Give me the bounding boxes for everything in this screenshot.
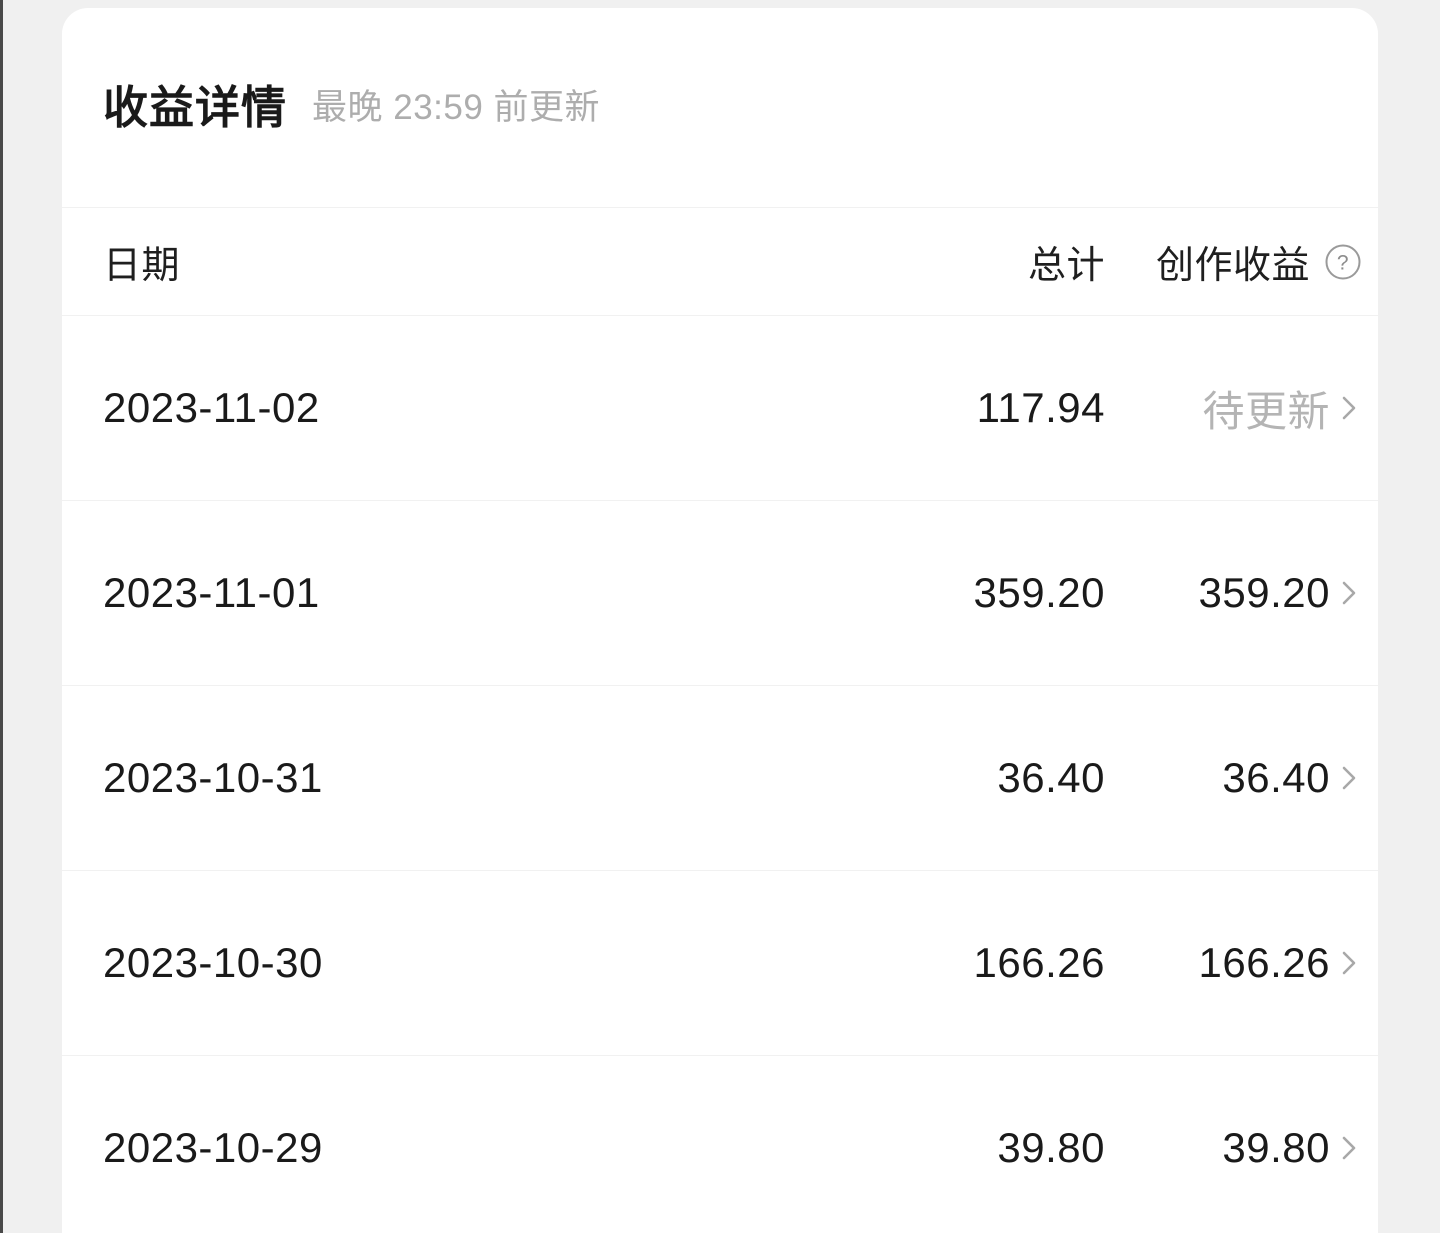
cell-creation-value: 39.80 [1222,1124,1330,1171]
chevron-right-icon[interactable] [1336,758,1362,798]
cell-creation-value: 359.20 [1198,569,1330,616]
column-header-total: 总计 [1027,245,1105,287]
update-time-note: 最晚 23:59 前更新 [312,88,601,127]
chevron-right-icon[interactable] [1336,388,1362,428]
chevron-right-icon[interactable] [1336,1128,1362,1168]
table-row[interactable]: 2023-11-02 117.94 待更新 [62,316,1378,500]
column-header-creation: 创作收益 ? [1105,234,1362,289]
cell-creation: 39.80 [1105,1124,1362,1172]
cell-date: 2023-10-30 [103,939,323,986]
row-divider [62,685,1378,686]
cell-total: 117.94 [976,384,1105,431]
card-header: 收益详情 最晚 23:59 前更新 [62,8,1378,207]
cell-creation: 待更新 [1105,378,1362,439]
cell-total: 166.26 [973,939,1105,986]
table-row[interactable]: 2023-10-31 36.40 36.40 [62,686,1378,870]
cell-date: 2023-11-02 [103,384,320,431]
question-mark-circle-icon[interactable]: ? [1324,243,1362,281]
column-header-creation-label: 创作收益 [1155,245,1310,287]
cell-total: 39.80 [997,1124,1105,1171]
earnings-detail-card: 收益详情 最晚 23:59 前更新 日期 总计 创作收益 ? 2023-11-0… [62,8,1378,1233]
cell-creation-value: 36.40 [1222,754,1330,801]
cell-total: 36.40 [997,754,1105,801]
chevron-right-icon[interactable] [1336,573,1362,613]
row-divider [62,315,1378,316]
header-divider [62,207,1378,208]
cell-creation-value: 166.26 [1198,939,1330,986]
column-header-date: 日期 [103,245,181,287]
cell-creation-value: 待更新 [1202,387,1330,435]
page-title: 收益详情 [103,82,288,133]
cell-date: 2023-11-01 [103,569,320,616]
cell-date: 2023-10-29 [103,1124,323,1171]
row-divider [62,870,1378,871]
screen-left-edge [0,0,3,1233]
chevron-right-icon[interactable] [1336,943,1362,983]
row-divider [62,500,1378,501]
table-header-row: 日期 总计 创作收益 ? [62,208,1378,315]
table-row[interactable]: 2023-10-29 39.80 39.80 [62,1056,1378,1233]
cell-date: 2023-10-31 [103,754,323,801]
table-row[interactable]: 2023-10-30 166.26 166.26 [62,871,1378,1055]
earnings-table: 日期 总计 创作收益 ? 2023-11-02 117.94 待更新 [62,208,1378,1233]
svg-text:?: ? [1337,251,1349,274]
cell-creation: 36.40 [1105,754,1362,802]
table-row[interactable]: 2023-11-01 359.20 359.20 [62,501,1378,685]
row-divider [62,1055,1378,1056]
cell-creation: 359.20 [1105,569,1362,617]
cell-total: 359.20 [973,569,1105,616]
cell-creation: 166.26 [1105,939,1362,987]
